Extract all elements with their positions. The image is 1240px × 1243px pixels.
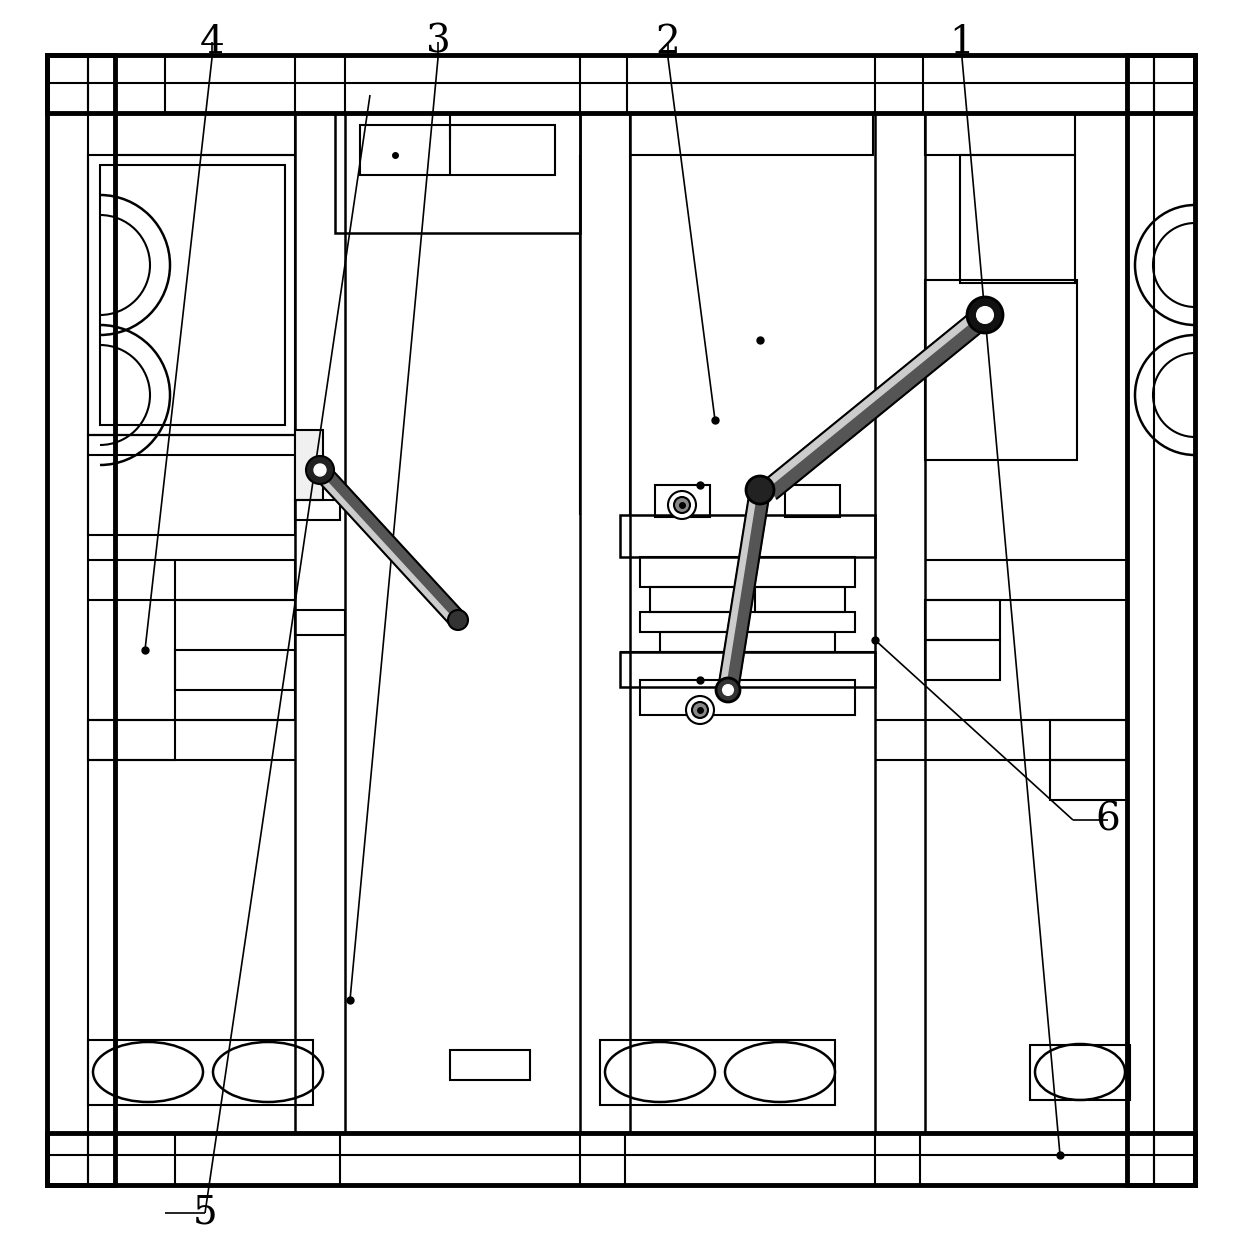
Bar — [925, 640, 999, 680]
Bar — [925, 600, 999, 640]
Bar — [1030, 1045, 1130, 1100]
Bar — [88, 1040, 312, 1105]
Text: 4: 4 — [200, 24, 224, 61]
Polygon shape — [763, 307, 992, 498]
Bar — [88, 155, 295, 435]
Bar — [960, 155, 1075, 283]
Circle shape — [715, 677, 740, 702]
Circle shape — [977, 307, 993, 323]
Bar — [88, 435, 295, 534]
Circle shape — [967, 297, 1003, 333]
Bar — [925, 113, 1075, 155]
Polygon shape — [718, 488, 770, 691]
Bar — [785, 485, 839, 517]
Circle shape — [692, 702, 708, 718]
Circle shape — [686, 696, 714, 723]
Bar — [360, 126, 556, 175]
Text: 5: 5 — [192, 1195, 217, 1232]
Text: 1: 1 — [950, 24, 975, 61]
Bar — [600, 1040, 835, 1105]
Bar — [115, 113, 295, 155]
Bar — [640, 612, 856, 631]
Circle shape — [314, 464, 326, 476]
Circle shape — [448, 610, 467, 630]
Bar — [47, 55, 115, 1185]
Bar — [100, 165, 285, 425]
Circle shape — [668, 491, 696, 520]
Bar — [175, 600, 295, 720]
Bar — [295, 610, 345, 635]
Circle shape — [675, 497, 689, 513]
Bar — [335, 113, 580, 232]
Bar — [640, 557, 856, 587]
Bar — [630, 113, 873, 155]
Bar — [47, 55, 1195, 113]
Bar — [295, 500, 340, 520]
Bar — [755, 587, 844, 612]
Bar — [620, 515, 875, 557]
Bar — [88, 720, 175, 759]
Bar — [650, 587, 740, 612]
Polygon shape — [719, 488, 758, 690]
Text: 3: 3 — [425, 24, 450, 61]
Bar — [295, 113, 345, 1134]
Bar — [295, 430, 322, 500]
Bar — [925, 280, 1078, 460]
Polygon shape — [314, 464, 465, 626]
Bar — [1050, 720, 1127, 759]
Bar — [660, 631, 835, 653]
Circle shape — [723, 685, 733, 695]
Circle shape — [746, 476, 774, 503]
Bar — [580, 113, 630, 1134]
Bar — [175, 650, 295, 690]
Bar — [655, 485, 711, 517]
Bar — [47, 1134, 1195, 1185]
Bar — [620, 653, 875, 687]
Bar — [1127, 55, 1195, 1185]
Bar — [875, 113, 925, 1134]
Polygon shape — [314, 472, 456, 625]
Bar — [640, 680, 856, 715]
Bar — [1050, 759, 1127, 800]
Polygon shape — [764, 307, 983, 487]
Circle shape — [306, 456, 334, 484]
Bar — [450, 1050, 529, 1080]
Text: 2: 2 — [656, 24, 681, 61]
Text: 6: 6 — [1096, 802, 1121, 839]
